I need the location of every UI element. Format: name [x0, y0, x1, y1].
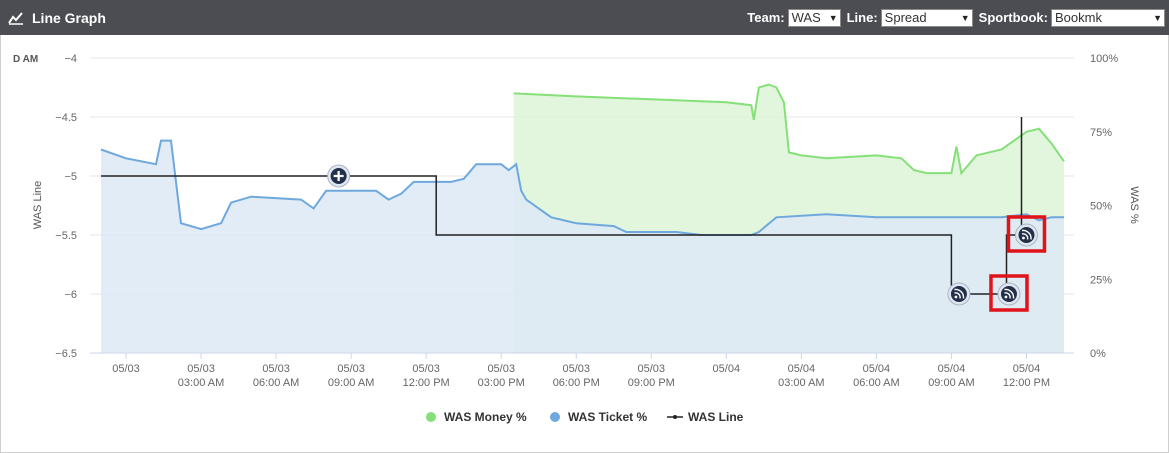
chart-filters: Team: WAS ▼ Line: Spread ▼ Sportbook: Bo… [741, 0, 1165, 35]
x-tick-label: 05/03 [187, 363, 215, 375]
x-tick-label: 05/03 [562, 363, 590, 375]
legend-label: WAS Line [688, 410, 744, 424]
x-tick-label: 06:00 PM [553, 377, 600, 389]
x-tick-label: 05/03 [262, 363, 290, 375]
x-tick-label: 12:00 PM [403, 377, 450, 389]
rss-icon [947, 282, 971, 306]
panel-title-text: Line Graph [32, 9, 106, 26]
plus-icon [327, 164, 351, 188]
x-tick-label: 05/03 [487, 363, 515, 375]
sportsbook-label: Sportbook: [978, 10, 1048, 25]
x-tick-label: 06:00 AM [853, 377, 899, 389]
left-tick-label: −6 [64, 289, 77, 301]
legend-item: WAS Ticket % [550, 410, 647, 424]
panel-header: Line Graph Team: WAS ▼ Line: Spread ▼ Sp… [0, 0, 1169, 35]
line-select[interactable]: Spread ▼ [880, 8, 973, 27]
x-tick-label: 05/04 [1013, 363, 1041, 375]
x-tick-label: 05/04 [713, 363, 741, 375]
corner-label: D AM [13, 54, 38, 65]
sportsbook-select-value: Bookmk [1055, 9, 1102, 25]
x-tick-label: 05/04 [863, 363, 891, 375]
line-label: Line: [846, 10, 878, 25]
x-tick-label: 05/03 [112, 363, 140, 375]
legend-item: WAS Line [667, 410, 744, 424]
line-chart-icon [8, 11, 24, 25]
legend-dot-icon [550, 412, 560, 422]
right-tick-label: 50% [1090, 201, 1112, 213]
left-tick-label: −5 [64, 171, 77, 183]
sportsbook-select[interactable]: Bookmk ▼ [1051, 8, 1165, 27]
series-areas [101, 84, 1064, 353]
chart-annotations [327, 164, 1047, 312]
x-tick-label: 05/03 [337, 363, 365, 375]
left-axis: −4 −4.5 −5 −5.5 −6 −6.5 [55, 53, 77, 360]
left-tick-label: −6.5 [55, 348, 77, 360]
legend-dot-icon [426, 412, 436, 422]
x-tick-label: 03:00 AM [178, 377, 224, 389]
series-line [101, 117, 1023, 295]
chevron-down-icon: ▼ [960, 12, 970, 23]
right-axis: 100% 75% 50% 25% 0% [1090, 53, 1118, 360]
team-select[interactable]: WAS ▼ [787, 8, 841, 27]
team-select-value: WAS [791, 9, 821, 25]
right-tick-label: 25% [1090, 274, 1112, 286]
x-tick-label: 09:00 AM [328, 377, 374, 389]
x-axis: 05/03 05/03 03:00 AM 05/03 06:00 AM 05/03 09:0… [90, 352, 1074, 389]
left-tick-label: −4.5 [55, 112, 77, 124]
x-tick-label: 05/03 [638, 363, 666, 375]
x-tick-label: 05/04 [788, 363, 816, 375]
right-tick-label: 100% [1090, 53, 1118, 65]
series-line [100, 139, 1064, 236]
highlight-box [1006, 215, 1047, 253]
team-label: Team: [747, 10, 785, 25]
chart-legend: WAS Money % WAS Ticket % WAS Line [426, 410, 744, 424]
chevron-down-icon: ▼ [828, 12, 838, 23]
line-select-value: Spread [884, 9, 927, 25]
series-area [101, 140, 1064, 353]
left-tick-label: −5.5 [55, 230, 77, 242]
legend-label: WAS Money % [444, 410, 527, 424]
x-tick-label: 06:00 AM [253, 377, 299, 389]
x-tick-label: 05/04 [938, 363, 966, 375]
right-tick-label: 0% [1090, 348, 1106, 360]
x-tick-label: 05/03 [412, 363, 440, 375]
legend-label: WAS Ticket % [568, 410, 647, 424]
left-axis-title: WAS Line [32, 181, 44, 230]
highlight-box [989, 274, 1029, 312]
line-chart: −4 −4.5 −5 −5.5 −6 −6.5 100% 75% 50% 25% 0% 05/03… [13, 53, 1140, 424]
series-line [513, 83, 1065, 176]
series-lines [100, 83, 1065, 295]
left-tick-label: −4 [64, 53, 77, 65]
legend-item: WAS Money % [426, 410, 527, 424]
rss-icon [1014, 223, 1038, 247]
x-tick-label: 03:00 PM [478, 377, 525, 389]
chevron-down-icon: ▼ [1153, 12, 1162, 23]
right-axis-title: WAS % [1128, 186, 1140, 224]
x-tick-label: 09:00 PM [628, 377, 675, 389]
rss-icon [997, 282, 1021, 306]
x-tick-label: 12:00 PM [1003, 377, 1050, 389]
x-tick-label: 03:00 AM [778, 377, 824, 389]
panel-title: Line Graph [8, 0, 106, 35]
x-tick-label: 09:00 AM [928, 377, 974, 389]
right-tick-label: 75% [1090, 127, 1112, 139]
